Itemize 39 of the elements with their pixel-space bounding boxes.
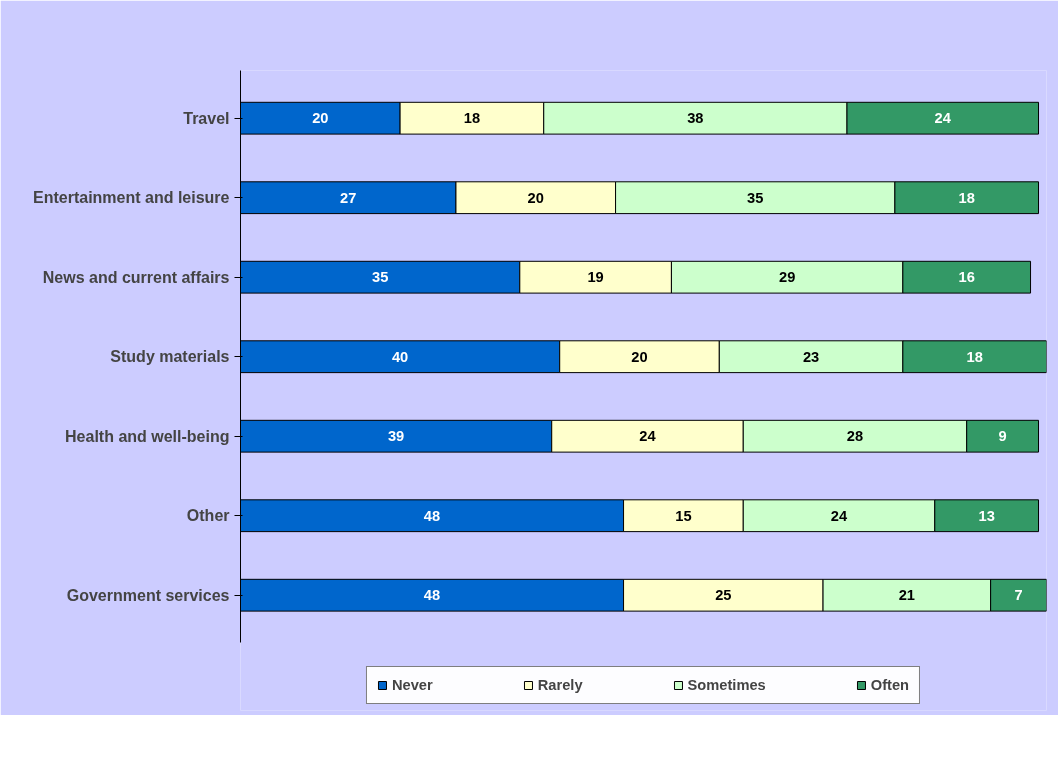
data-label: 48 <box>423 507 441 524</box>
data-label: 15 <box>675 507 692 524</box>
data-label: 27 <box>340 189 357 206</box>
y-tick-label: Study materials <box>110 348 230 366</box>
legend-label: Rarely <box>537 677 583 693</box>
data-label: 38 <box>687 110 704 127</box>
data-label: 13 <box>978 507 995 524</box>
data-label: 20 <box>312 110 329 127</box>
data-label: 24 <box>934 110 952 127</box>
data-label: 40 <box>391 348 409 365</box>
data-label: 21 <box>898 587 916 604</box>
data-label: 35 <box>747 189 764 206</box>
data-label: 18 <box>958 189 975 206</box>
data-label: 9 <box>998 428 1007 445</box>
data-label: 24 <box>830 507 849 524</box>
data-label: 16 <box>958 269 975 286</box>
legend-label: Often <box>870 677 910 693</box>
data-label: 19 <box>587 269 604 286</box>
y-tick-label: Health and well-being <box>65 427 230 445</box>
y-tick-label: Other <box>186 507 230 525</box>
data-label: 25 <box>715 587 732 604</box>
y-tick-label: Government services <box>66 586 230 604</box>
data-label: 24 <box>639 428 657 445</box>
legend-label: Sometimes <box>687 677 766 693</box>
data-label: 28 <box>846 428 864 445</box>
data-label: 20 <box>527 189 544 206</box>
data-label: 20 <box>631 348 648 365</box>
data-label: 39 <box>387 428 405 445</box>
y-tick-label: News and current affairs <box>42 268 230 286</box>
data-label: 35 <box>372 269 389 286</box>
y-tick-label: Travel <box>183 109 230 127</box>
data-label: 48 <box>423 587 441 604</box>
data-label: 18 <box>463 110 481 127</box>
data-label: 29 <box>778 269 796 286</box>
legend-label: Never <box>391 677 433 693</box>
data-label: 18 <box>966 348 983 365</box>
data-label: 7 <box>1014 587 1023 604</box>
y-tick-label: Entertainment and leisure <box>33 189 230 207</box>
data-label: 23 <box>802 348 820 365</box>
